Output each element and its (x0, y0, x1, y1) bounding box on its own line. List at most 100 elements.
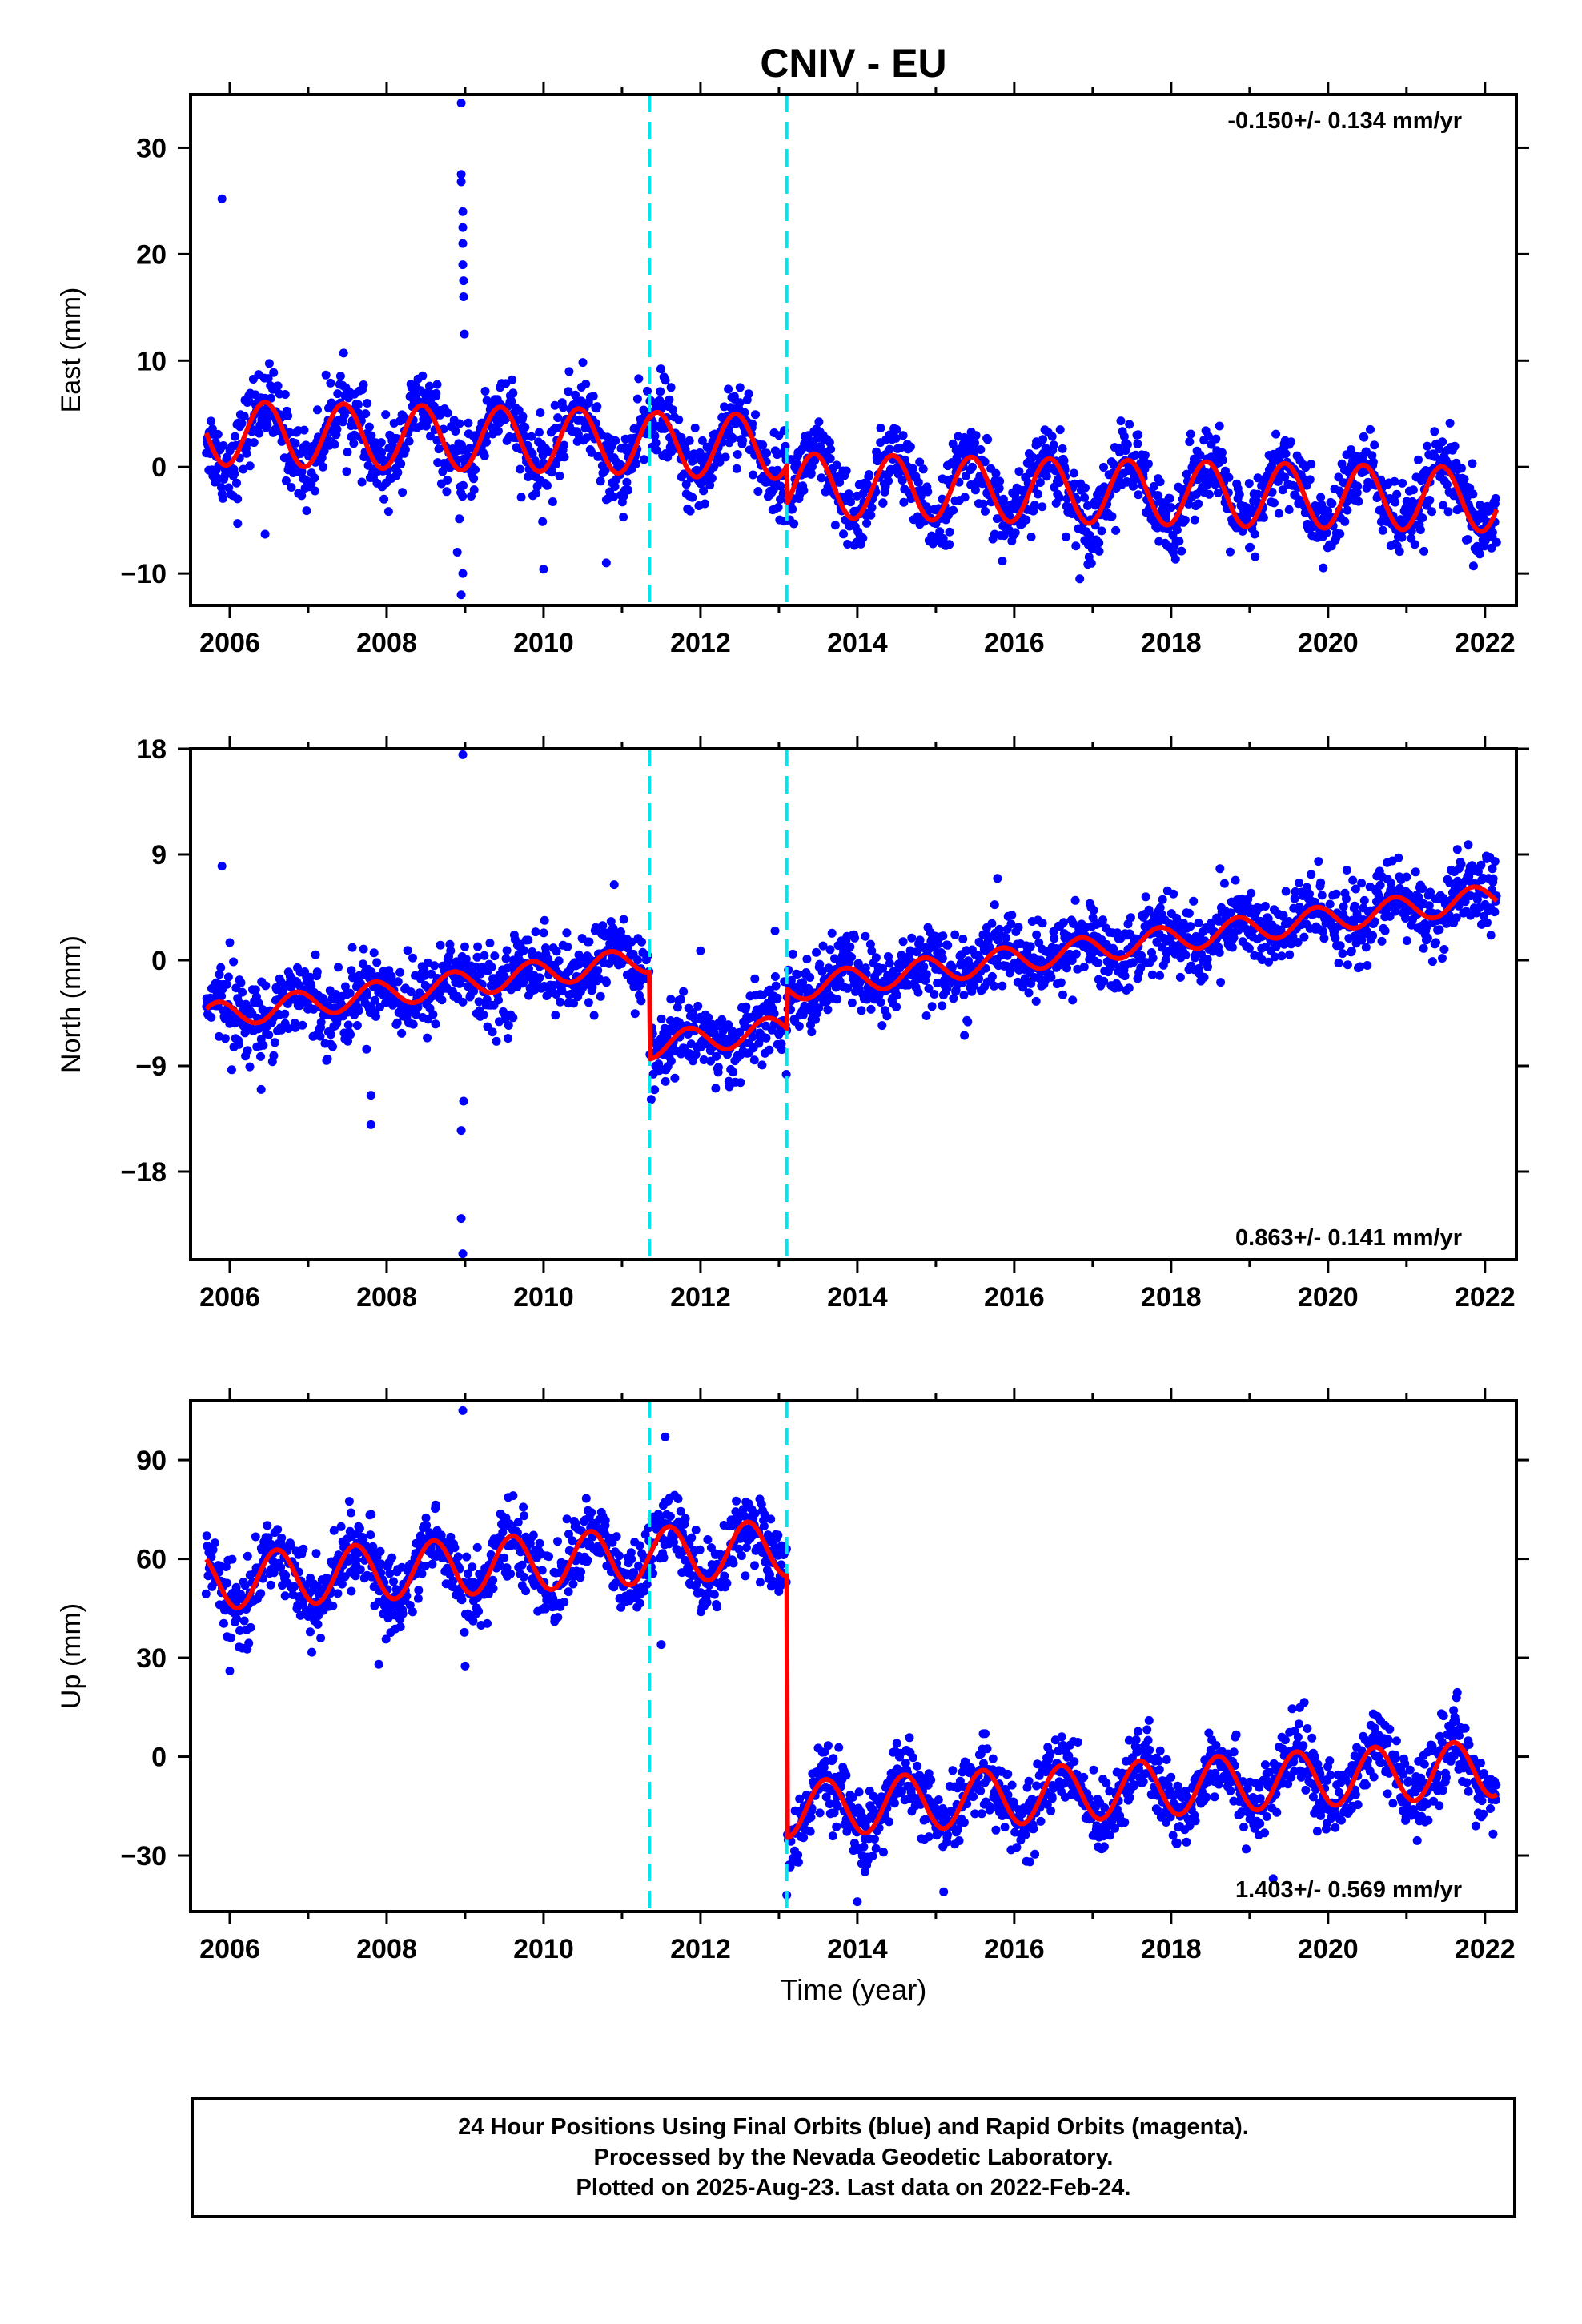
north-data-point (1227, 943, 1237, 952)
east-data-point (1224, 472, 1234, 482)
north-data-point (650, 1085, 660, 1095)
east-data-point (571, 390, 580, 400)
north-data-point (630, 1009, 640, 1019)
up-data-point (413, 1594, 423, 1603)
east-data-point (339, 417, 347, 427)
east-data-point (339, 410, 349, 420)
east-data-point (1475, 549, 1484, 559)
north-data-point (551, 1011, 560, 1020)
east-data-point (998, 494, 1008, 504)
north-data-point (1456, 859, 1466, 869)
east-data-point (443, 408, 452, 418)
north-data-point (1194, 919, 1203, 927)
east-data-point (1427, 507, 1436, 517)
east-outlier-point (458, 223, 468, 232)
north-data-point (1342, 866, 1351, 875)
east-data-point (862, 518, 872, 528)
north-data-point (479, 1010, 488, 1019)
east-data-point (899, 497, 909, 507)
east-ytick-label: −10 (120, 559, 167, 589)
north-data-point (713, 1063, 723, 1072)
north-data-point (222, 979, 231, 989)
east-data-point (1392, 489, 1402, 499)
east-data-point (640, 455, 648, 464)
up-data-point (244, 1638, 254, 1648)
east-data-point (1414, 455, 1423, 464)
east-data-point (1488, 528, 1497, 537)
north-data-point (458, 997, 468, 1007)
east-data-point (945, 527, 954, 537)
north-xtick-label: 2016 (984, 1282, 1045, 1313)
north-xtick-label: 2006 (199, 1282, 260, 1313)
north-data-layer (202, 749, 1501, 1260)
north-outlier-point (256, 1084, 266, 1094)
east-data-point (1099, 463, 1108, 472)
east-data-point (1094, 546, 1104, 556)
north-data-point (347, 966, 356, 975)
north-data-point (461, 955, 471, 963)
north-data-point (1186, 922, 1195, 931)
east-data-point (459, 480, 468, 490)
east-data-point (1125, 420, 1134, 429)
east-data-point (1316, 493, 1326, 502)
up-data-point (273, 1525, 283, 1534)
east-data-point (232, 478, 241, 488)
north-data-point (490, 951, 500, 961)
north-data-point (535, 973, 544, 983)
east-data-point (1055, 425, 1065, 435)
north-data-point (1032, 930, 1042, 939)
east-data-point (207, 416, 215, 426)
east-data-point (846, 497, 855, 507)
east-data-point (1457, 464, 1466, 473)
east-outlier-point (260, 529, 270, 539)
east-outlier-point (458, 569, 468, 578)
east-data-point (661, 376, 670, 385)
east-data-point (656, 387, 665, 396)
up-data-point (367, 1510, 376, 1519)
east-data-point (762, 448, 772, 458)
east-outlier-point (456, 170, 466, 179)
east-data-point (508, 388, 518, 398)
up-data-point (243, 1551, 252, 1561)
east-data-point (1334, 472, 1343, 482)
north-data-point (539, 928, 548, 938)
up-data-point (277, 1533, 287, 1542)
east-data-point (994, 484, 1004, 493)
east-data-point (896, 444, 905, 452)
up-data-point (387, 1553, 397, 1562)
north-data-point (408, 953, 417, 963)
north-data-point (596, 991, 605, 1001)
east-data-point (1122, 440, 1132, 449)
east-data-point (233, 494, 243, 504)
north-data-point (1203, 955, 1212, 964)
east-data-point (552, 460, 561, 469)
east-data-point (1194, 499, 1203, 509)
east-data-point (1195, 450, 1205, 460)
east-data-point (685, 506, 695, 516)
up-data-point (488, 1584, 498, 1594)
east-data-point (738, 436, 748, 445)
north-data-point (847, 952, 856, 962)
east-data-point (1408, 485, 1418, 495)
north-data-point (334, 963, 343, 972)
north-data-point (1347, 947, 1356, 955)
east-data-point (814, 417, 824, 427)
north-data-point (392, 1018, 402, 1027)
north-data-point (501, 954, 511, 963)
north-data-point (243, 1046, 252, 1055)
east-data-point (377, 448, 387, 457)
east-data-point (1423, 441, 1432, 451)
east-data-point (1322, 528, 1331, 537)
east-data-point (379, 494, 389, 504)
east-data-point (1174, 537, 1184, 546)
east-data-point (619, 513, 628, 522)
north-data-point (871, 953, 881, 963)
north-data-point (1089, 906, 1098, 915)
east-data-point (1086, 558, 1096, 568)
east-data-point (1267, 487, 1277, 497)
north-data-point (1215, 864, 1225, 874)
east-data-point (376, 438, 386, 448)
north-data-point (1031, 996, 1041, 1006)
north-data-point (428, 1010, 438, 1019)
north-data-point (1007, 911, 1017, 920)
